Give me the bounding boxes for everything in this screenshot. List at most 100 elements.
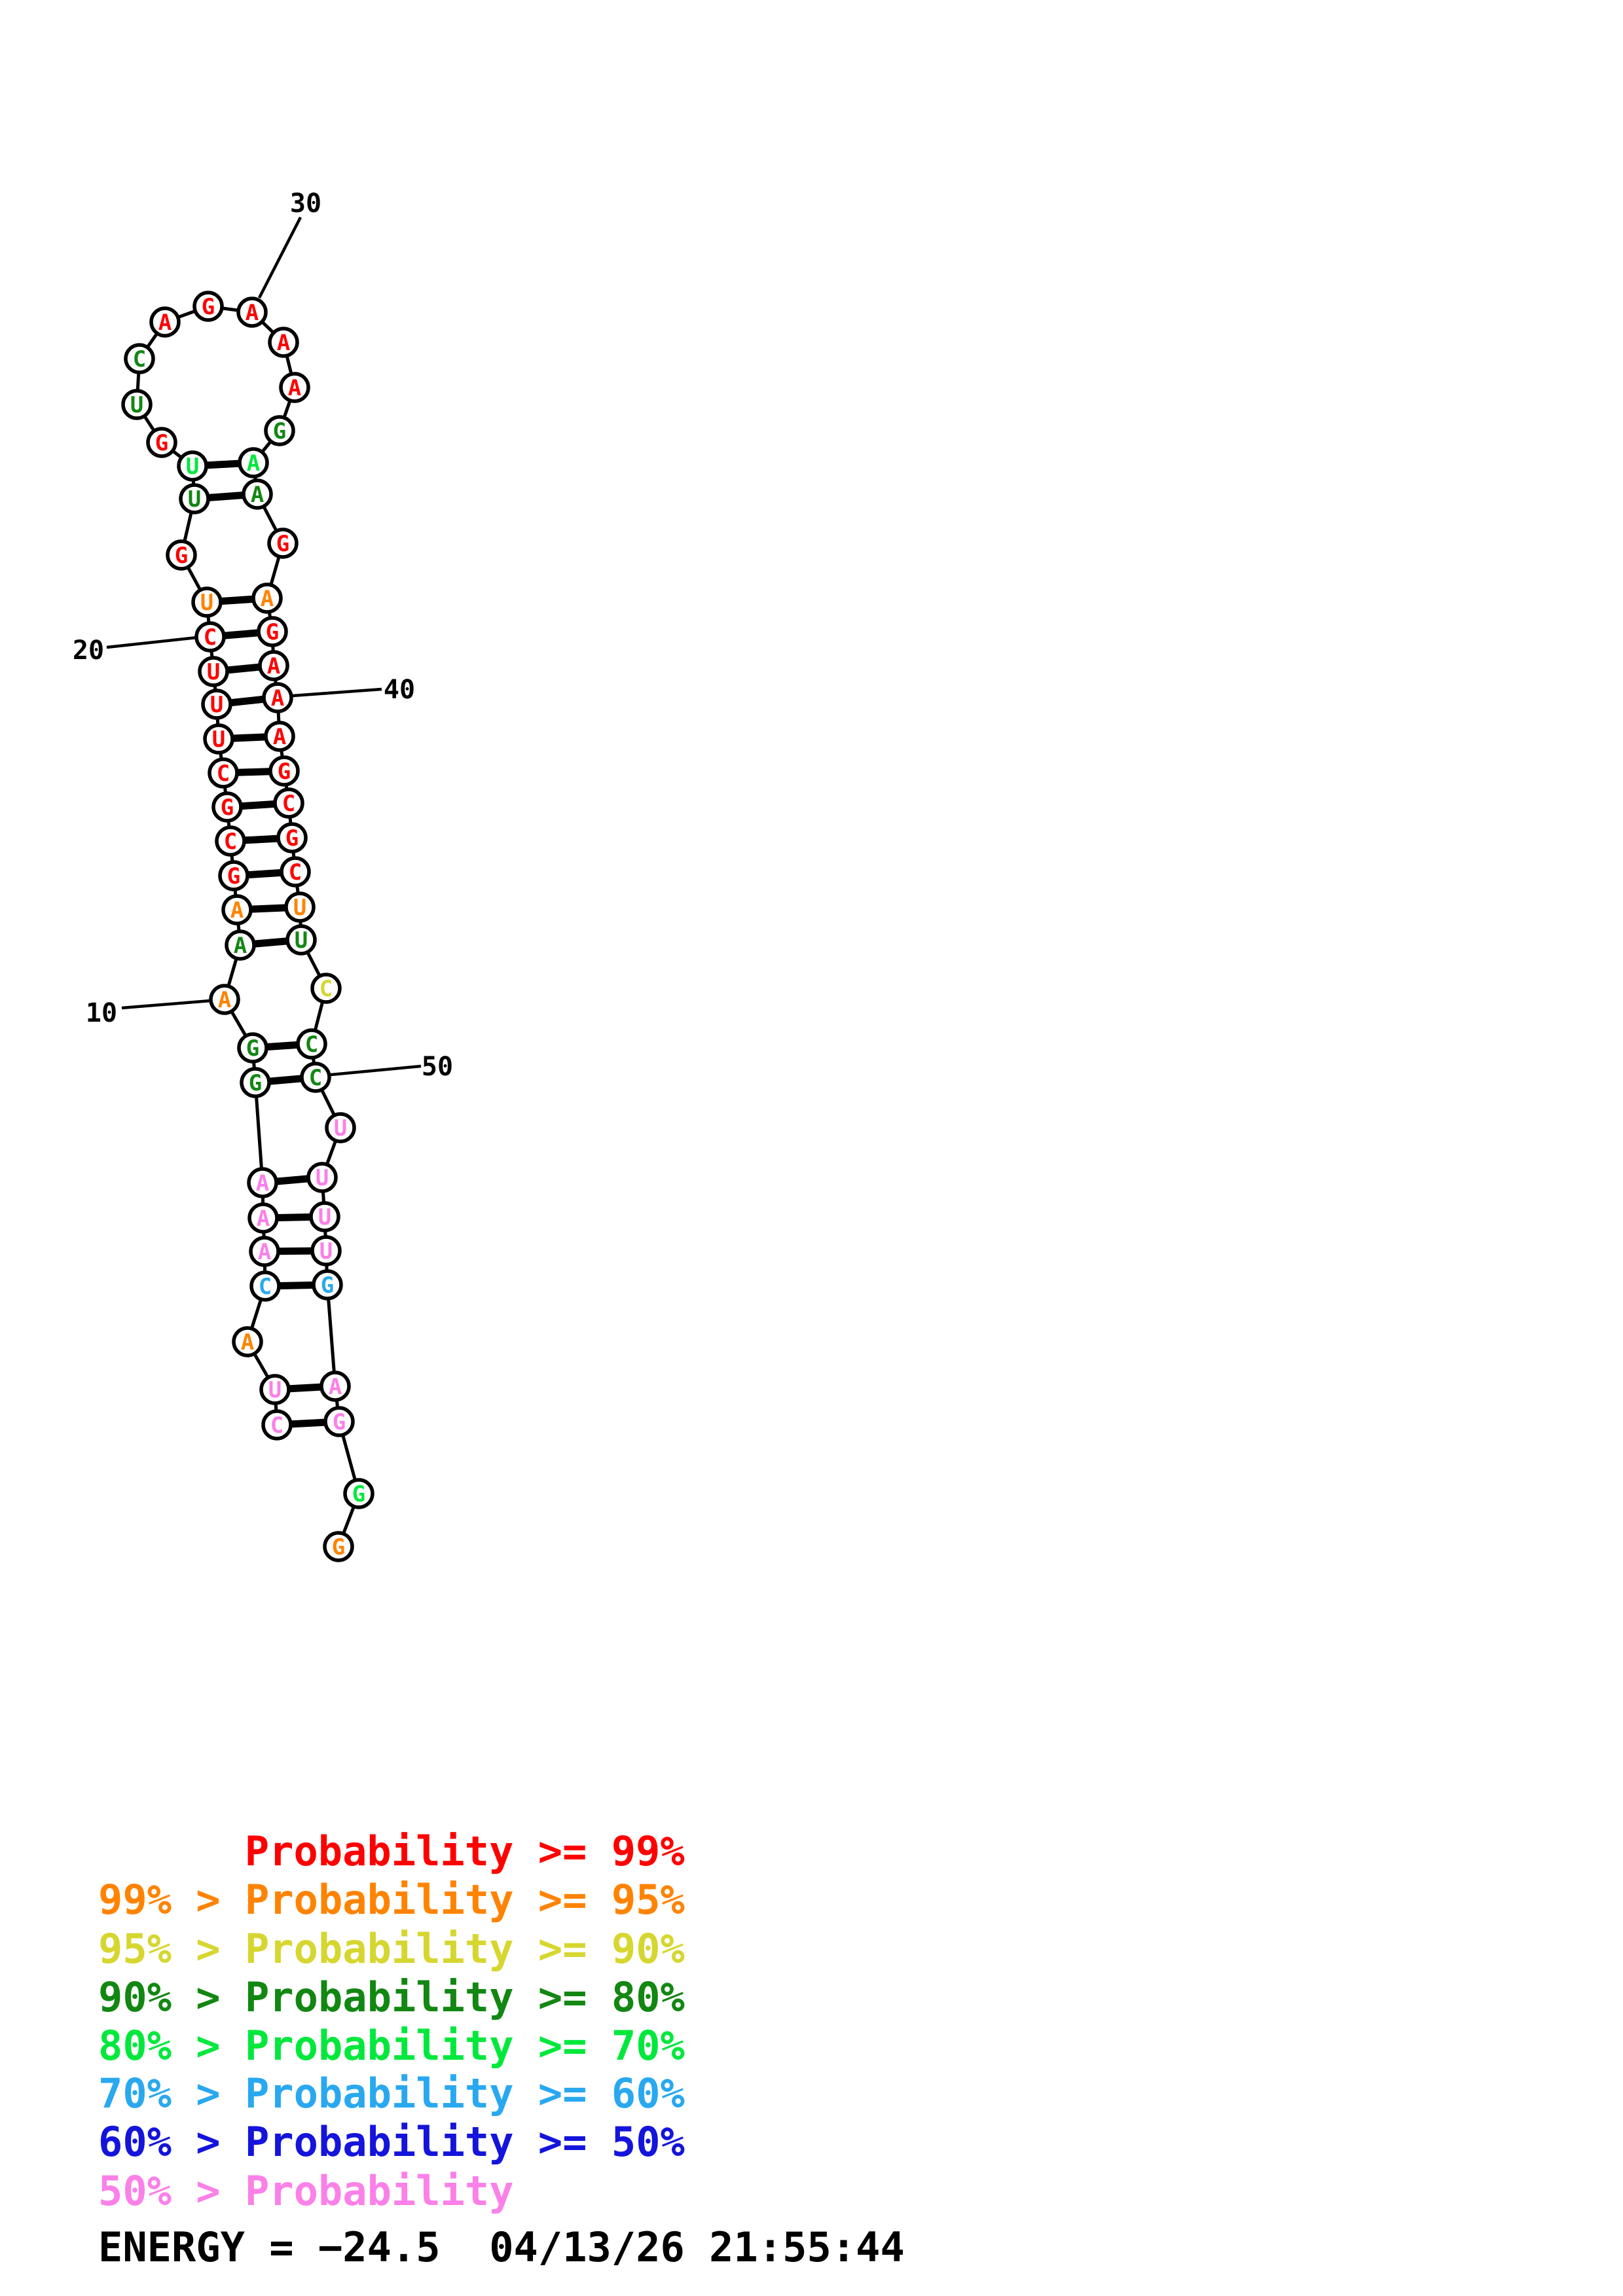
nucleotide-letter: U (212, 726, 225, 753)
nucleotide-circle (258, 650, 289, 681)
nucleotide-letter: C (309, 1065, 322, 1091)
nucleotide-letter: C (217, 761, 230, 787)
nucleotide-letter: A (246, 300, 259, 326)
nucleotide-C49: C (296, 1028, 327, 1060)
nucleotide-circle (323, 1406, 355, 1437)
position-label-50: 50 (422, 1052, 453, 1082)
legend-row: 95% > Probability >= 90% (98, 1925, 685, 1973)
nucleotide-G13: G (218, 860, 249, 891)
nucleotide-U47: U (285, 924, 317, 956)
nucleotide-C43: C (273, 787, 304, 819)
nucleotide-A6: A (247, 1202, 279, 1234)
nucleotide-letter: G (321, 1272, 334, 1299)
nucleotide-G15: G (211, 791, 243, 823)
nucleotide-circle (273, 787, 304, 819)
nucleotide-G36: G (267, 528, 299, 559)
nucleotide-circle (225, 929, 256, 961)
nucleotide-A39: A (258, 650, 289, 681)
nucleotide-circle (211, 791, 243, 823)
nucleotide-A30: A (236, 296, 268, 328)
nucleotide-letter: G (266, 619, 279, 645)
nucleotide-A28: A (149, 306, 181, 338)
nucleotide-circle (325, 1112, 356, 1143)
nucleotide-U24: U (177, 450, 208, 482)
nucleotide-letter: C (270, 1412, 283, 1439)
nucleotide-circle (237, 1032, 268, 1064)
energy-text: ENERGY = −24.5 04/13/26 21:55:44 (98, 2223, 905, 2271)
nucleotide-circle (323, 1531, 354, 1562)
nucleotide-G44: G (276, 822, 308, 853)
nucleotide-A32: A (279, 372, 310, 403)
nucleotide-U52: U (306, 1162, 338, 1193)
nucleotide-circle (179, 483, 210, 514)
nucleotide-G59: G (323, 1531, 354, 1562)
nucleotide-letter: A (218, 987, 231, 1013)
nucleotide-circle (166, 539, 197, 571)
nucleotide-A35: A (242, 478, 273, 510)
nucleotide-A37: A (251, 583, 283, 614)
nucleotide-letter: C (259, 1274, 272, 1300)
nucleotide-A34: A (238, 447, 269, 478)
nucleotide-A11: A (225, 929, 256, 961)
nucleotide-letter: C (305, 1031, 318, 1058)
nucleotide-letter: G (202, 294, 215, 320)
nucleotide-circle (276, 822, 308, 853)
nucleotide-U54: U (310, 1235, 342, 1266)
nucleotide-circle (257, 616, 288, 647)
nucleotide-U23: U (179, 483, 210, 514)
nucleotide-letter: U (295, 927, 308, 954)
nucleotide-letter: G (249, 1070, 262, 1096)
energy-footer: ENERGY = −24.5 04/13/26 21:55:44 (98, 2223, 905, 2271)
nucleotide-G8: G (240, 1067, 271, 1098)
position-label-10: 10 (86, 998, 117, 1028)
nucleotide-circle (268, 755, 300, 787)
nucleotide-U51: U (325, 1112, 356, 1143)
nucleotide-circle (296, 1028, 327, 1060)
nucleotide-letter: U (293, 895, 306, 921)
nucleotide-letter: U (210, 692, 223, 718)
nucleotide-A41: A (264, 721, 295, 752)
nucleotide-letter: A (257, 1206, 270, 1232)
nucleotide-C48: C (310, 973, 342, 1004)
nucleotide-G38: G (257, 616, 288, 647)
nucleotide-A31: A (268, 327, 299, 358)
label-pointer-line (330, 1064, 422, 1077)
nucleotide-circle (279, 372, 310, 403)
nucleotide-circle (146, 427, 177, 458)
nucleotide-letter: G (333, 1409, 346, 1435)
nucleotide-A12: A (221, 894, 253, 925)
nucleotide-circle (312, 1269, 343, 1300)
legend-row: 50% > Probability (98, 2167, 514, 2215)
nucleotide-circle (215, 825, 246, 857)
nucleotide-G9: G (237, 1032, 268, 1064)
nucleotide-letter: G (273, 418, 286, 444)
nucleotide-circle (264, 415, 295, 446)
nucleotide-letter: A (288, 375, 301, 401)
nucleotide-letter: A (258, 1239, 271, 1265)
nucleotide-C1: C (261, 1409, 293, 1441)
nucleotide-letter: A (273, 724, 286, 750)
nucleotide-circle (124, 343, 155, 374)
nucleotide-circle (218, 860, 249, 891)
nucleotide-letter: G (175, 543, 188, 569)
nucleotide-circle (177, 450, 208, 482)
nucleotide-A7: A (247, 1167, 278, 1198)
label-pointer-line (257, 216, 302, 299)
nucleotide-circle (259, 1374, 291, 1405)
nucleotide-circle (191, 586, 223, 618)
nucleotide-C14: C (215, 825, 246, 857)
nucleotide-circle (268, 327, 299, 358)
nucleotide-circle (262, 682, 293, 713)
position-labels: 30 20 40 10 50 (73, 188, 453, 1082)
nucleotide-G22: G (166, 539, 197, 571)
nucleotide-circle (249, 1236, 280, 1267)
label-pointer-line (121, 999, 211, 1010)
nucleotide-circle (251, 583, 283, 614)
nucleotide-letter: C (224, 829, 237, 855)
nucleotide-A56: A (319, 1371, 351, 1402)
nucleotide-letter: G (278, 759, 291, 785)
nucleotide-circle (238, 447, 269, 478)
nucleotide-letter: G (276, 531, 289, 557)
nucleotide-letter: A (234, 933, 247, 959)
